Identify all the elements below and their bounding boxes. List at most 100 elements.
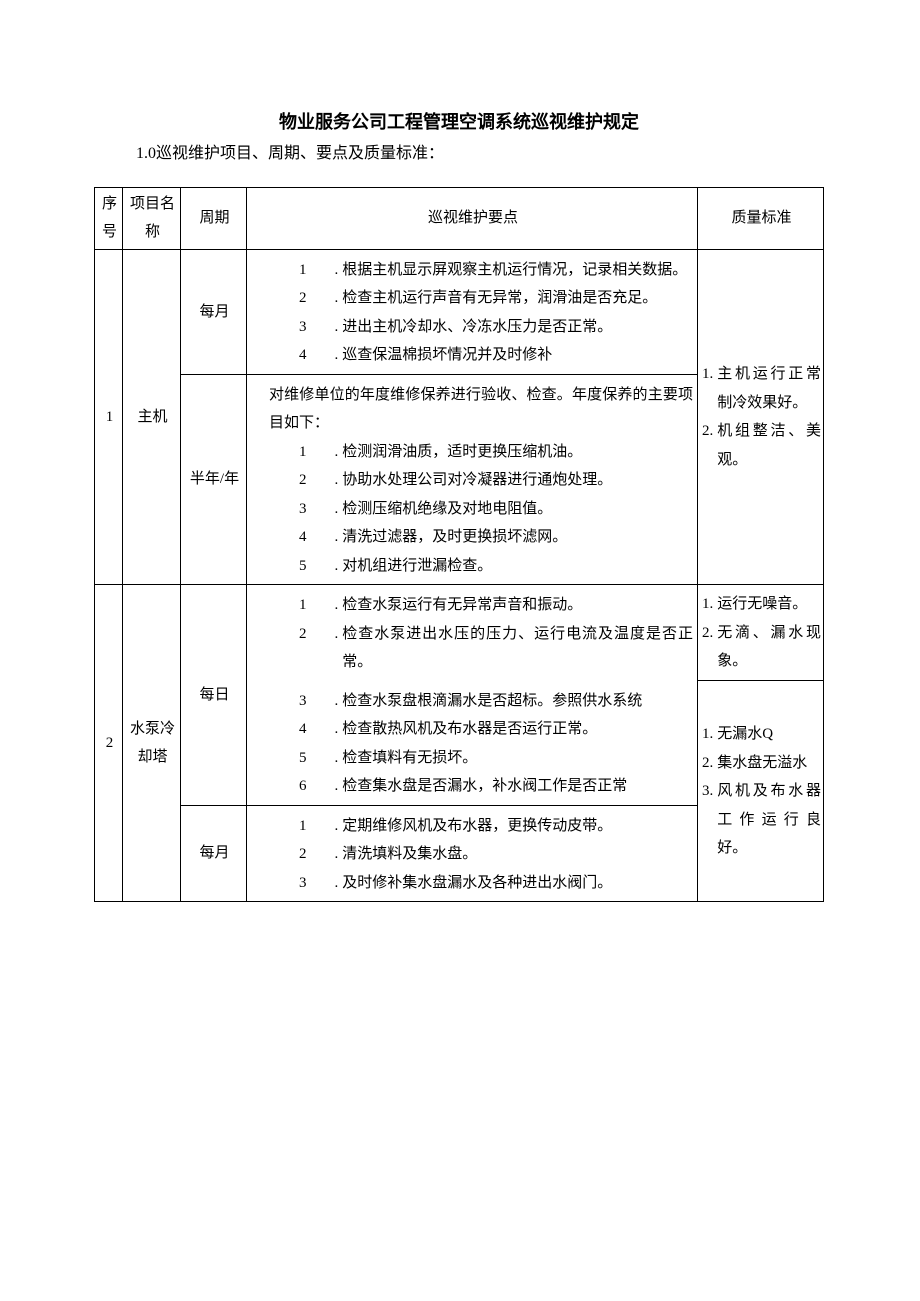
item-number: 3 [255,313,335,342]
std-number: 1. [702,720,717,749]
item-text: 定期维修风机及布水器，更换传动皮带。 [342,812,693,841]
item-number: 2 [255,466,335,495]
cell-seq: 2 [95,585,123,902]
lead-text: 对维修单位的年度维修保养进行验收、检查。年度保养的主要项目如下： [255,381,693,438]
cell-keys: 1 . 检查水泵运行有无异常声音和振动。 2 . 检查水泵进出水压的压力、运行电… [247,585,698,681]
item-number: 4 [255,715,335,744]
std-text: 无漏水Q [717,720,821,749]
col-header-cycle: 周期 [181,187,247,249]
item-dot: . [335,341,343,370]
col-header-seq: 序号 [95,187,123,249]
cell-keys: 3 . 检查水泵盘根滴漏水是否超标。参照供水系统 4 . 检查散热风机及布水器是… [247,681,698,806]
cell-keys: 对维修单位的年度维修保养进行验收、检查。年度保养的主要项目如下： 1 . 检测润… [247,374,698,585]
item-dot: . [335,591,343,620]
cell-std: 1. 主机运行正常制冷效果好。 2. 机组整洁、美观。 [698,249,824,585]
cell-keys: 1 . 定期维修风机及布水器，更换传动皮带。 2 . 清洗填料及集水盘。 3 . [247,805,698,902]
col-header-keys: 巡视维护要点 [247,187,698,249]
col-header-std: 质量标准 [698,187,824,249]
item-text: 检测润滑油质，适时更换压缩机油。 [342,438,693,467]
item-dot: . [335,523,343,552]
col-header-name: 项目名称 [123,187,181,249]
list-item: 2 . 检查水泵进出水压的压力、运行电流及温度是否正常。 [255,620,693,677]
item-text: 检查水泵运行有无异常声音和振动。 [342,591,693,620]
item-number: 1 [255,256,335,285]
item-text: 检测压缩机绝缘及对地电阻值。 [342,495,693,524]
item-text: 检查主机运行声音有无异常，润滑油是否充足。 [342,284,693,313]
list-item: 3 . 及时修补集水盘漏水及各种进出水阀门。 [255,869,693,898]
std-text: 运行无噪音。 [717,590,821,619]
item-number: 1 [255,812,335,841]
table-row: 1 主机 每月 1 . 根据主机显示屏观察主机运行情况，记录相关数据。 2 . … [95,249,824,374]
std-text: 主机运行正常制冷效果好。 [717,360,821,417]
item-dot: . [335,869,343,898]
item-number: 6 [255,772,335,801]
list-item: 1 . 根据主机显示屏观察主机运行情况，记录相关数据。 [255,256,693,285]
item-text: 协助水处理公司对冷凝器进行通炮处理。 [342,466,693,495]
cell-cycle: 半年/年 [181,374,247,585]
item-text: 检查集水盘是否漏水，补水阀工作是否正常 [342,772,693,801]
item-number: 3 [255,495,335,524]
std-text: 机组整洁、美观。 [717,417,821,474]
list-item: 6 . 检查集水盘是否漏水，补水阀工作是否正常 [255,772,693,801]
item-text: 根据主机显示屏观察主机运行情况，记录相关数据。 [342,256,693,285]
item-number: 3 [255,869,335,898]
item-number: 4 [255,341,335,370]
item-dot: . [335,256,343,285]
std-text: 集水盘无溢水 [717,749,821,778]
item-text: 检查散热风机及布水器是否运行正常。 [342,715,693,744]
cell-name: 水泵冷却塔 [123,585,181,902]
document-page: 物业服务公司工程管理空调系统巡视维护规定 1.0巡视维护项目、周期、要点及质量标… [0,0,920,1301]
cell-name: 主机 [123,249,181,585]
item-text: 对机组进行泄漏检查。 [342,552,693,581]
std-number: 1. [702,590,717,619]
list-item: 2 . 检查主机运行声音有无异常，润滑油是否充足。 [255,284,693,313]
item-number: 2 [255,840,335,869]
item-dot: . [335,715,343,744]
std-number: 3. [702,777,717,806]
item-text: 清洗过滤器，及时更换损坏滤网。 [342,523,693,552]
std-number: 2. [702,619,717,648]
item-dot: . [335,744,343,773]
cell-cycle: 每日 [181,585,247,806]
std-number: 2. [702,417,717,446]
list-item: 2 . 清洗填料及集水盘。 [255,840,693,869]
std-item: 1. 主机运行正常制冷效果好。 [702,360,821,417]
item-dot: . [335,495,343,524]
item-number: 2 [255,620,335,649]
list-item: 3 . 检查水泵盘根滴漏水是否超标。参照供水系统 [255,687,693,716]
item-text: 巡查保温棉损坏情况并及时修补 [342,341,693,370]
std-text: 无滴、漏水现象。 [717,619,821,676]
item-dot: . [335,812,343,841]
item-text: 检查水泵盘根滴漏水是否超标。参照供水系统 [342,687,693,716]
item-number: 3 [255,687,335,716]
std-item: 2. 集水盘无溢水 [702,749,821,778]
table-header-row: 序号 项目名称 周期 巡视维护要点 质量标准 [95,187,824,249]
cell-seq: 1 [95,249,123,585]
item-dot: . [335,840,343,869]
item-number: 5 [255,552,335,581]
list-item: 4 . 清洗过滤器，及时更换损坏滤网。 [255,523,693,552]
std-item: 1. 无漏水Q [702,720,821,749]
item-dot: . [335,438,343,467]
list-item: 1 . 定期维修风机及布水器，更换传动皮带。 [255,812,693,841]
item-number: 2 [255,284,335,313]
item-text: 清洗填料及集水盘。 [342,840,693,869]
item-text: 检查水泵进出水压的压力、运行电流及温度是否正常。 [342,620,693,677]
item-dot: . [335,687,343,716]
item-dot: . [335,620,343,649]
item-dot: . [335,284,343,313]
page-title: 物业服务公司工程管理空调系统巡视维护规定 [94,108,824,134]
cell-cycle: 每月 [181,249,247,374]
std-item: 1. 运行无噪音。 [702,590,821,619]
item-number: 4 [255,523,335,552]
cell-std: 1. 运行无噪音。 2. 无滴、漏水现象。 [698,585,824,681]
item-dot: . [335,772,343,801]
item-dot: . [335,552,343,581]
item-dot: . [335,466,343,495]
list-item: 1 . 检测润滑油质，适时更换压缩机油。 [255,438,693,467]
list-item: 1 . 检查水泵运行有无异常声音和振动。 [255,591,693,620]
std-item: 2. 无滴、漏水现象。 [702,619,821,676]
list-item: 3 . 检测压缩机绝缘及对地电阻值。 [255,495,693,524]
table-row: 2 水泵冷却塔 每日 1 . 检查水泵运行有无异常声音和振动。 2 . 检查水泵… [95,585,824,681]
std-text: 风机及布水器工作运行良好。 [717,777,821,863]
